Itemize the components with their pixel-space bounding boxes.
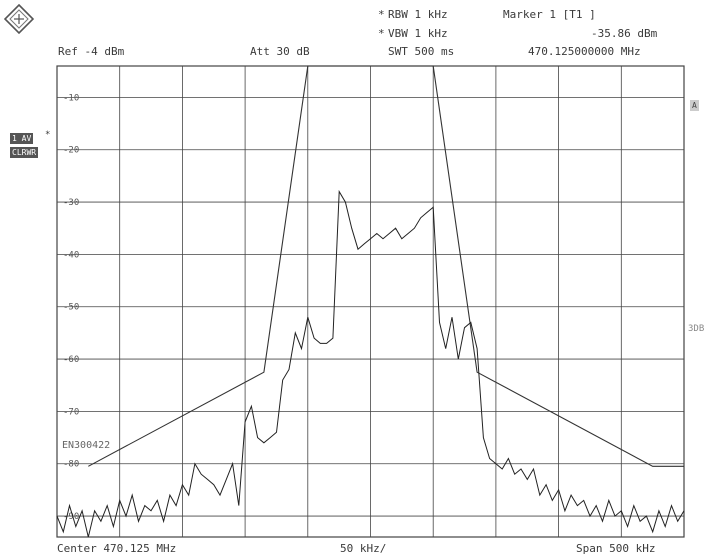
- grid-lines: [57, 66, 684, 537]
- marker-frequency: 470.125000000 MHz: [528, 45, 641, 58]
- rbw-readout: RBW 1 kHz: [388, 8, 448, 21]
- trace-mode-badge: 1 AV: [10, 133, 34, 144]
- vbw-star: *: [378, 27, 385, 40]
- trace-mode-star: *: [45, 130, 51, 140]
- y-tick-label: -70: [63, 407, 79, 417]
- span-per-division: 50 kHz/: [340, 542, 387, 555]
- mask-standard-label: EN300422: [62, 440, 111, 451]
- clear-write-badge: CLRWR: [10, 147, 39, 158]
- spectrum-trace: [56, 189, 685, 538]
- y-tick-label: -50: [63, 303, 79, 313]
- limit-mask-line: [88, 65, 684, 467]
- center-frequency: Center 470.125 MHz: [57, 542, 177, 555]
- y-tick-label: -30: [63, 198, 79, 208]
- y-tick-label: -80: [63, 460, 79, 470]
- attenuation-readout: Att 30 dB: [250, 45, 310, 58]
- y-tick-label: -60: [63, 355, 79, 365]
- reference-level: Ref -4 dBm: [58, 45, 125, 58]
- rbw-star: *: [378, 8, 385, 21]
- y-tick-label: -20: [63, 146, 79, 156]
- y-tick-label: -90: [63, 512, 79, 522]
- marker-label: Marker 1 [T1 ]: [503, 8, 596, 21]
- right-3db-label: 3DB: [688, 324, 705, 334]
- marker-level: -35.86 dBm: [591, 27, 658, 40]
- y-tick-labels: -10 -20 -30 -40 -50 -60 -70 -80 -90: [63, 93, 79, 522]
- instrument-logo-icon: [4, 4, 34, 34]
- y-tick-label: -10: [63, 93, 79, 103]
- span-readout: Span 500 kHz: [576, 542, 656, 555]
- vbw-readout: VBW 1 kHz: [388, 27, 448, 40]
- right-a-badge: A: [690, 100, 699, 111]
- sweep-time-readout: SWT 500 ms: [388, 45, 455, 58]
- y-tick-label: -40: [63, 250, 79, 260]
